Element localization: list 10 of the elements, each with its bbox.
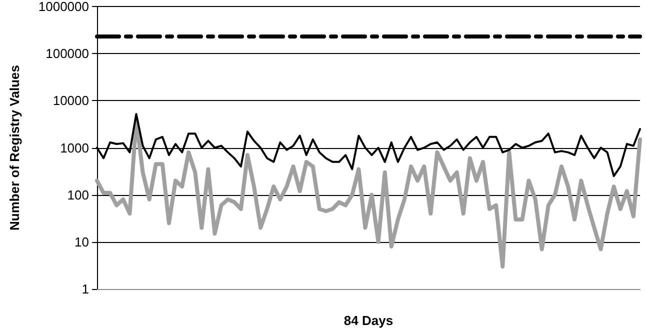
x-axis-title: 84 Days <box>344 313 394 328</box>
y-tick-label: 1 <box>82 282 89 296</box>
y-tick-label: 10000 <box>52 93 89 108</box>
line-series <box>95 117 642 269</box>
y-tick-label: 1000 <box>60 140 89 156</box>
y-tick-label: 1000000 <box>38 0 89 14</box>
y-tick-label: 100 <box>67 187 89 202</box>
y-tick-label: 10 <box>74 234 89 250</box>
y-tick-label: 100000 <box>46 46 89 62</box>
y-axis-title: Number of Registry Values <box>7 65 22 230</box>
